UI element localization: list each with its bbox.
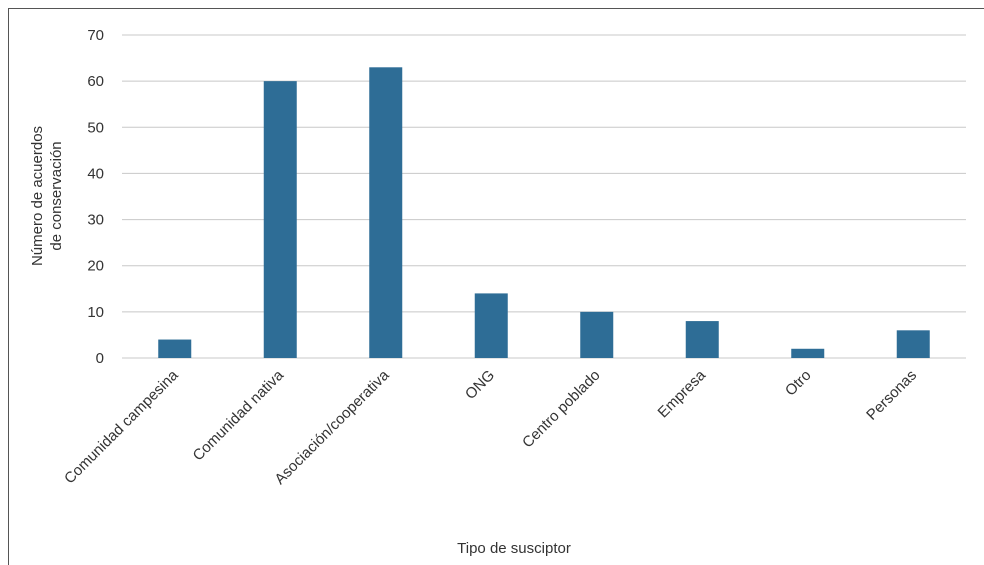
y-axis-ticks: 0 10 20 30 40 50 60 70 [87, 27, 104, 367]
bar-empresa [685, 321, 719, 358]
x-tick-label: Empresa [655, 366, 710, 421]
x-tick-label: Comunidad nativa [190, 366, 288, 464]
bar-comunidad-campesina [158, 339, 192, 358]
y-tick-label: 70 [87, 27, 104, 44]
x-tick-label: Centro poblado [519, 367, 604, 452]
x-tick-label: Personas [863, 367, 920, 424]
y-tick-label: 20 [87, 258, 104, 275]
bar-otro [791, 348, 825, 358]
bar-ong [474, 293, 508, 358]
chart-frame [8, 8, 984, 565]
y-tick-label: 10 [87, 304, 104, 321]
x-axis-title: Tipo de susciptor [457, 540, 571, 557]
y-tick-label: 30 [87, 212, 104, 229]
x-tick-label: Asociación/cooperativa [271, 366, 393, 488]
x-tick-label: Comunidad campesina [61, 366, 182, 487]
bar-asociación-cooperativa [369, 67, 403, 359]
gridlines [122, 34, 966, 359]
bar-comunidad-nativa [263, 81, 297, 359]
x-tick-label: ONG [462, 367, 498, 403]
x-axis-ticks: Comunidad campesina Comunidad nativaAsoci… [61, 366, 920, 488]
y-tick-label: 40 [87, 165, 104, 182]
y-tick-label: 0 [96, 350, 104, 367]
y-axis-title-line-1: Número de acuerdos [29, 126, 46, 266]
bar-centro-poblado [580, 311, 614, 358]
y-axis-title-line-2: de conservación [48, 141, 65, 250]
bars [158, 67, 930, 359]
bar-personas [896, 330, 930, 358]
y-tick-label: 60 [87, 73, 104, 90]
y-tick-label: 50 [87, 119, 104, 136]
x-tick-label: Otro [782, 367, 815, 400]
